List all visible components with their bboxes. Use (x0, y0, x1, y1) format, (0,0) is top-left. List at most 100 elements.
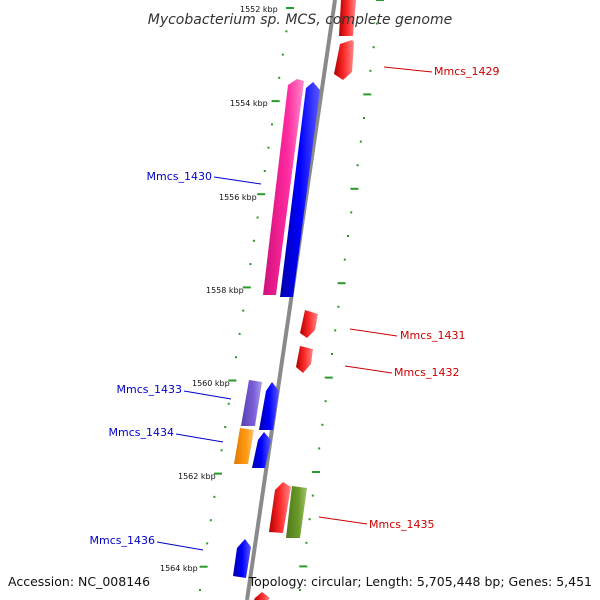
gene-label-mmcs-1430[interactable]: Mmcs_1430 (147, 170, 212, 183)
dotted-rings (199, 0, 384, 591)
leader-line-mmcs-1431 (349, 328, 398, 337)
inner-ring-dot (249, 263, 252, 266)
inner-ring-dot (206, 542, 209, 545)
inner-ring-dot (242, 309, 245, 312)
inner-ring-dot (220, 449, 223, 452)
gene-arrow-mmcs-1435[interactable] (286, 486, 307, 538)
leader-line-mmcs-1436 (156, 541, 204, 551)
outer-ring-dot (363, 117, 365, 119)
outer-ring-dot (350, 187, 359, 190)
gene-arrow-mmcs-1431[interactable] (300, 310, 318, 338)
outer-ring-dot (337, 282, 346, 285)
inner-ring-dot (256, 216, 259, 219)
accession-text: Accession: NC_008146 (8, 574, 150, 589)
outer-ring-dot (356, 164, 359, 167)
outer-ring-dot (363, 93, 372, 96)
outer-ring-dot (334, 329, 337, 332)
outer-ring-dot (311, 494, 314, 497)
gene-arrow-mmcs-1436[interactable] (233, 539, 251, 578)
inner-ring-dot (235, 356, 237, 359)
outer-ring-dot (308, 518, 311, 521)
tick-labels: 1552 kbp 1554 kbp 1556 kbp 1558 kbp 1560… (160, 5, 278, 573)
inner-ring-dot (281, 53, 284, 56)
gene-arrow-mmcs-1429[interactable] (334, 40, 354, 80)
inner-ring-dot (257, 193, 266, 196)
outer-ring-dot (299, 565, 308, 568)
tick-label-1558: 1558 kbp (206, 286, 244, 295)
gene-arrow-mmcs-1433-b[interactable] (259, 382, 279, 430)
outer-ring-dot (299, 589, 301, 591)
outer-ring-dot (343, 258, 346, 261)
genome-backbone (245, 0, 337, 600)
gene-arrow-partial-bottom[interactable] (254, 592, 270, 600)
gene-label-mmcs-1431[interactable]: Mmcs_1431 (400, 329, 465, 342)
gene-arrow-mmcs-1432[interactable] (296, 346, 313, 373)
inner-ring-dot (228, 379, 237, 382)
outer-ring-dot (350, 211, 353, 214)
outer-ring-dot (347, 235, 349, 237)
gene-arrow-mmcs-1434[interactable] (234, 428, 254, 464)
gene-label-mmcs-1436[interactable]: Mmcs_1436 (90, 534, 155, 547)
outer-ring-dot (305, 541, 308, 544)
inner-ring-dot (224, 426, 227, 428)
leader-lines (156, 66, 433, 551)
tick-label-1554: 1554 kbp (230, 99, 268, 108)
map-title: Mycobacterium sp. MCS, complete genome (148, 12, 453, 28)
tick-label-1562: 1562 kbp (178, 472, 216, 481)
topology-text: Topology: circular; Length: 5,705,448 bp… (248, 574, 592, 589)
outer-ring-dot (372, 46, 375, 49)
inner-ring-dot (227, 402, 230, 405)
inner-ring-dot (253, 239, 255, 242)
gene-arrow-partial-top[interactable] (339, 0, 356, 36)
outer-ring-dot (375, 22, 378, 25)
leader-line-mmcs-1435 (318, 516, 368, 525)
inner-ring-dot (278, 76, 281, 79)
gene-label-mmcs-1435[interactable]: Mmcs_1435 (369, 518, 434, 531)
tick-label-1556: 1556 kbp (219, 193, 257, 202)
outer-ring-dot (376, 0, 384, 1)
outer-ring-dot (337, 305, 340, 308)
inner-ring-dot (209, 519, 212, 522)
leader-line-mmcs-1433 (183, 390, 232, 400)
leader-line-mmcs-1430 (213, 176, 262, 185)
gene-arrows (233, 0, 356, 600)
leader-line-mmcs-1432 (344, 365, 393, 374)
gene-arrow-mmcs-1430-b[interactable] (280, 82, 320, 297)
tick-label-1564: 1564 kbp (160, 564, 198, 573)
outer-ring-dot (331, 353, 333, 355)
inner-ring-dot (214, 472, 222, 475)
inner-ring-dot (199, 589, 201, 591)
inner-ring-dot (213, 495, 216, 498)
inner-ring-dot (267, 146, 270, 149)
inner-ring-dot (263, 170, 266, 172)
inner-ring-dot (199, 565, 208, 568)
leader-line-mmcs-1434 (175, 433, 224, 443)
inner-ring-dot (285, 30, 288, 33)
outer-ring-dot (324, 376, 333, 379)
outer-ring-dot (318, 447, 321, 450)
outer-ring-dot (312, 471, 320, 473)
tick-label-1552: 1552 kbp (240, 5, 278, 14)
inner-ring-dot (271, 100, 280, 103)
outer-ring-dot (324, 400, 327, 403)
gene-arrow-mmcs-1435-a[interactable] (269, 482, 291, 533)
leader-line-mmcs-1429 (383, 66, 433, 73)
outer-ring-dot (369, 69, 372, 72)
gene-arrow-mmcs-1430[interactable] (263, 79, 304, 295)
gene-label-mmcs-1434[interactable]: Mmcs_1434 (109, 426, 174, 439)
inner-ring-dot (238, 332, 241, 335)
outer-ring-dot (359, 140, 362, 143)
gene-labels: Mmcs_1429 Mmcs_1430 Mmcs_1431 Mmcs_1432 … (90, 65, 500, 547)
gene-arrow-mmcs-1433[interactable] (241, 380, 262, 426)
tick-label-1560: 1560 kbp (192, 379, 230, 388)
gene-label-mmcs-1429[interactable]: Mmcs_1429 (434, 65, 499, 78)
inner-ring-dot (242, 286, 251, 289)
gene-arrow-mmcs-1434-b[interactable] (252, 432, 271, 468)
gene-label-mmcs-1433[interactable]: Mmcs_1433 (117, 383, 182, 396)
inner-ring-dot (286, 7, 294, 9)
inner-ring-dot (271, 123, 273, 126)
gene-label-mmcs-1432[interactable]: Mmcs_1432 (394, 366, 459, 379)
outer-ring-dot (321, 423, 324, 426)
